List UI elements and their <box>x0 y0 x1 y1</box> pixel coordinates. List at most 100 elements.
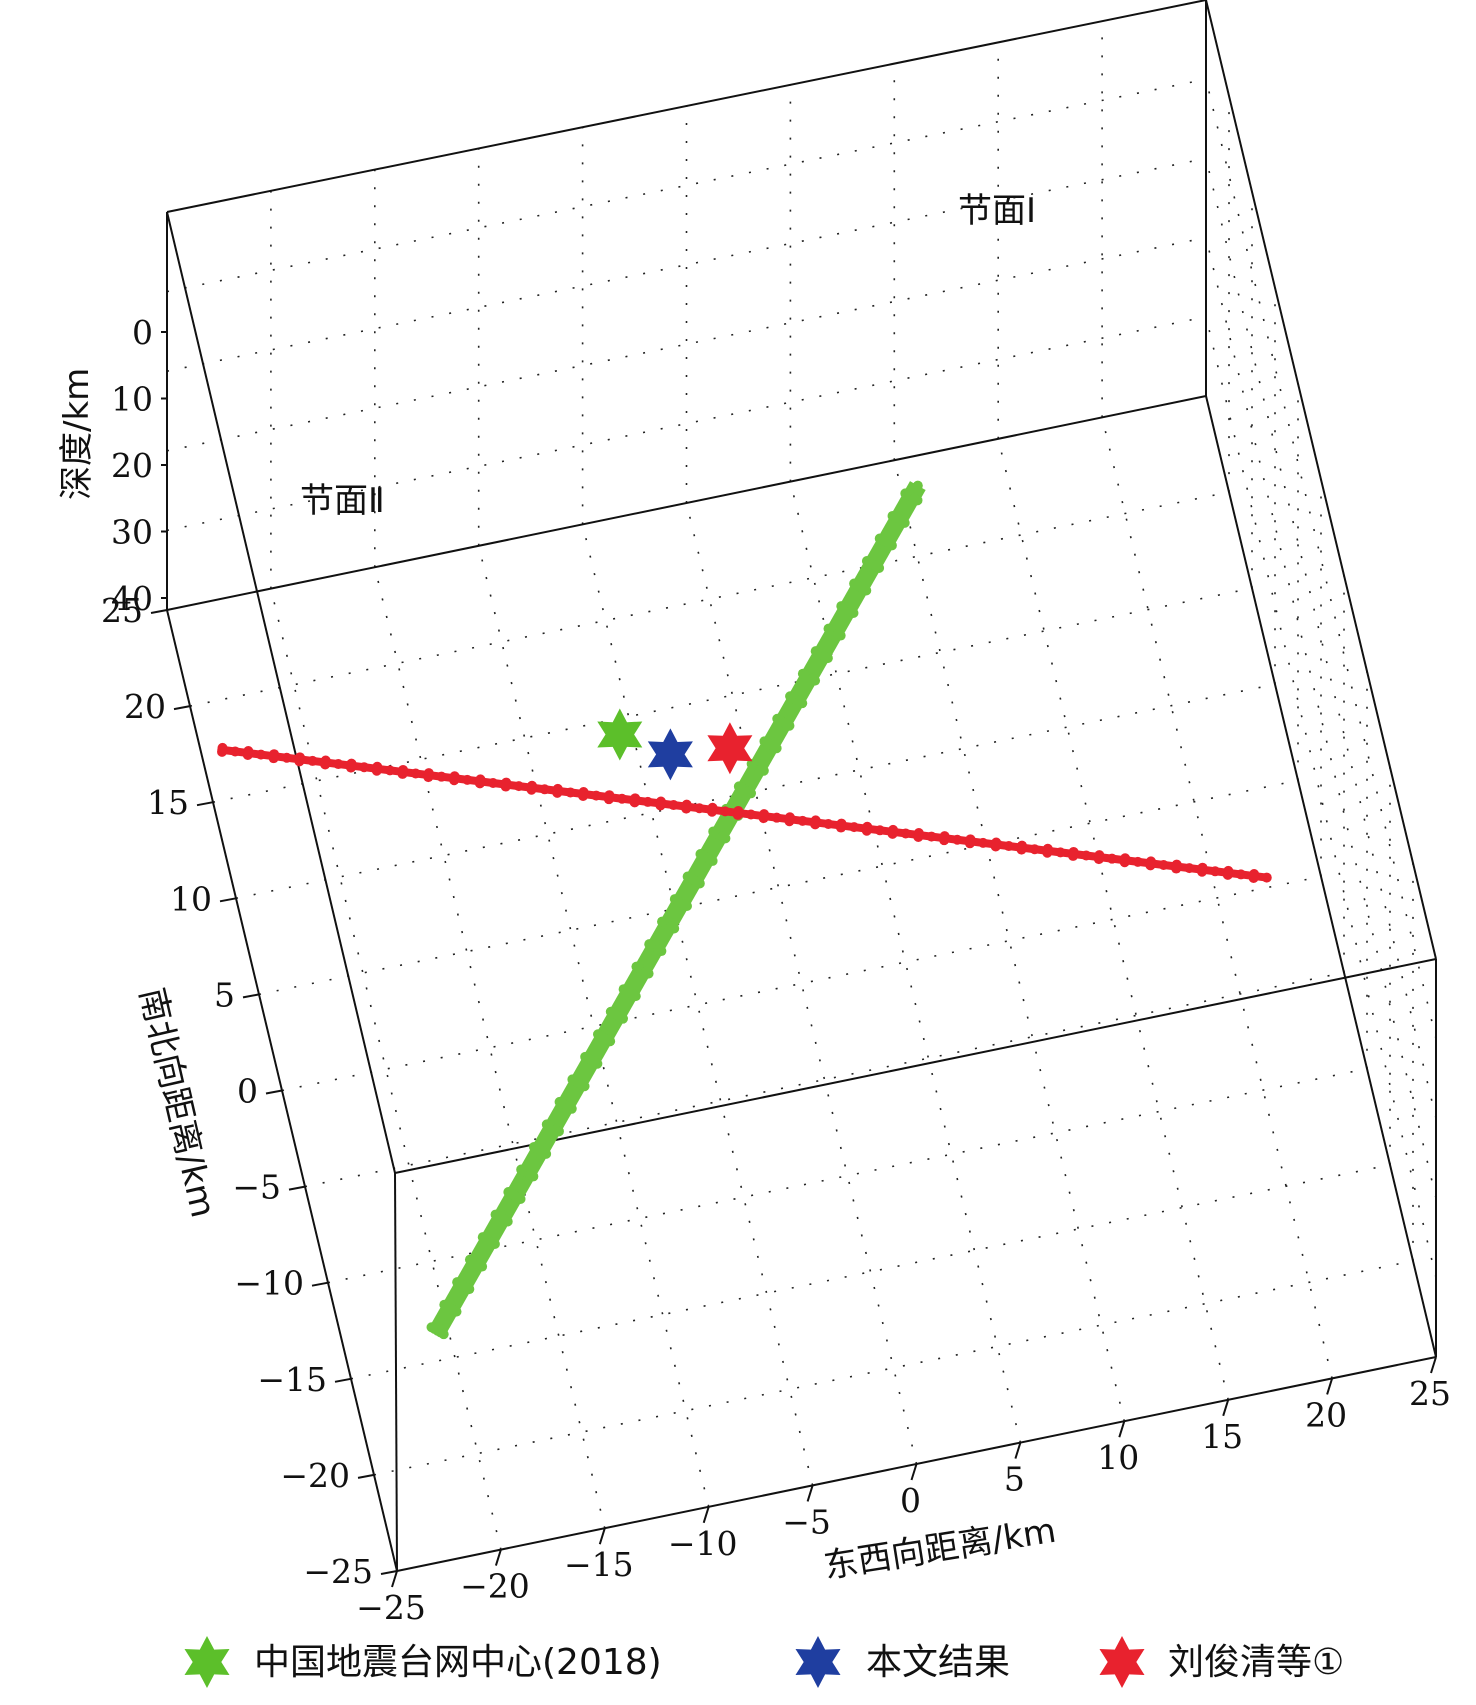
plane-1-line <box>441 488 926 1336</box>
y-tick-label: −5 <box>232 1168 281 1207</box>
box-edge <box>394 958 1437 1174</box>
x-tick-mark <box>598 1527 606 1545</box>
plane-2-point <box>990 841 1001 852</box>
plane-1-point <box>845 606 856 617</box>
x-tick-mark <box>391 1570 398 1588</box>
y-tick-mark <box>219 897 237 903</box>
legend-label-china-center: 中国地震台网中心(2018) <box>254 1642 662 1683</box>
plane-1-point <box>589 1057 600 1068</box>
x-tick-mark <box>1118 1420 1126 1438</box>
x-tick-label: −10 <box>668 1524 738 1563</box>
plane-2-point <box>732 809 743 820</box>
plane-1-point <box>461 1282 472 1293</box>
plane-2-point <box>887 828 898 839</box>
grid-line <box>1205 237 1437 1198</box>
x-tick-mark <box>1430 1356 1437 1374</box>
plane-2-point <box>810 819 821 830</box>
z-tick-label: 30 <box>111 513 153 552</box>
x-tick-label: 0 <box>900 1481 921 1520</box>
plane-2-point <box>758 813 769 824</box>
z-tick-label: 40 <box>111 579 153 618</box>
plane-2-point <box>578 791 589 802</box>
tick-labels: −25 −20 −15 −10 −5 0 5 10 15 20 25 −25 −20 −15 −10 −5 0 5… <box>101 313 1451 1627</box>
legend-star <box>184 1636 230 1688</box>
y-tick-label: 20 <box>124 687 166 726</box>
y-tick-label: 5 <box>214 975 235 1014</box>
y-tick-mark <box>173 705 191 711</box>
plane-2-point <box>784 816 795 827</box>
plane-1-point <box>755 764 766 775</box>
plane-1-point <box>538 1147 549 1158</box>
plane-1-point <box>832 628 843 639</box>
grid-line <box>270 588 502 1550</box>
y-tick-mark <box>357 1473 375 1479</box>
plane-1 <box>426 480 926 1340</box>
box-edge <box>166 395 1207 611</box>
y-tick-label: 25 <box>101 591 143 630</box>
grid-line <box>258 779 1299 996</box>
plane-2-point <box>294 756 305 767</box>
plane-1-point <box>717 831 728 842</box>
plane-2-point <box>474 778 485 789</box>
plane-2-point <box>861 825 872 836</box>
plane-1-point <box>653 944 664 955</box>
plane-2-point <box>242 750 253 761</box>
plane-2-point <box>500 781 511 792</box>
y-tick-label: 0 <box>237 1072 258 1111</box>
x-tick-label: 20 <box>1305 1395 1347 1434</box>
grid-line <box>166 157 1207 372</box>
legend-label-liu: 刘俊清等① <box>1168 1642 1344 1683</box>
y-tick-mark <box>288 1185 306 1191</box>
legend-star-this-study <box>795 1636 841 1688</box>
plane-1-point <box>883 538 894 549</box>
plane-2 <box>217 742 1272 883</box>
plane-2-point <box>449 775 460 786</box>
plane-1-line <box>438 486 923 1334</box>
legend-star-china-center <box>184 1636 230 1688</box>
x-axis-label: 东西向距离/km <box>821 1511 1059 1587</box>
grid-line <box>166 78 1207 293</box>
box-edge <box>1205 0 1437 960</box>
y-axis-label: 南北向距离/km <box>131 984 223 1221</box>
plane-1-point <box>448 1304 459 1315</box>
plane-2-point <box>423 772 434 783</box>
plane-1-point <box>550 1124 561 1135</box>
plane-2-line <box>221 749 1267 882</box>
z-tick-label: 20 <box>111 446 153 485</box>
plane-1-point <box>525 1169 536 1180</box>
x-tick-label: −5 <box>782 1502 831 1541</box>
plane-1-line <box>435 484 920 1332</box>
plane-1-point <box>666 921 677 932</box>
plane-1-point <box>704 854 715 865</box>
box-frame <box>166 0 1437 1572</box>
x-tick-mark <box>1326 1378 1334 1395</box>
plane-1-point <box>576 1079 587 1090</box>
plane-2-point <box>655 800 666 811</box>
legend-star-liu <box>1099 1636 1145 1688</box>
y-tick-mark <box>196 801 214 807</box>
plane-2-point <box>1093 854 1104 865</box>
legend-label-this-study: 本文结果 <box>866 1642 1010 1683</box>
x-tick-mark <box>806 1485 814 1502</box>
box-edge <box>166 211 396 1174</box>
x-tick-label: 10 <box>1097 1438 1139 1477</box>
x-tick-label: −25 <box>356 1588 426 1627</box>
plane-1-point <box>768 741 779 752</box>
y-tick-mark <box>150 609 168 614</box>
y-tick-label: −25 <box>303 1552 373 1591</box>
plane-2-point <box>1222 869 1233 880</box>
plane-1-label: 节面Ⅰ <box>958 191 1036 231</box>
plane-1-point <box>499 1214 510 1225</box>
plane-2-point <box>939 835 950 846</box>
box-edge <box>394 1172 398 1572</box>
plane-2-point <box>268 753 279 764</box>
plane-1-point <box>691 876 702 887</box>
plane-2-point <box>217 746 228 757</box>
legend-star <box>1099 1636 1145 1688</box>
plane-2-point <box>1197 866 1208 877</box>
plane-2-point <box>1248 872 1259 883</box>
y-tick-mark <box>242 993 260 999</box>
grid-line <box>1205 316 1437 1278</box>
plane-2-point <box>707 806 718 817</box>
